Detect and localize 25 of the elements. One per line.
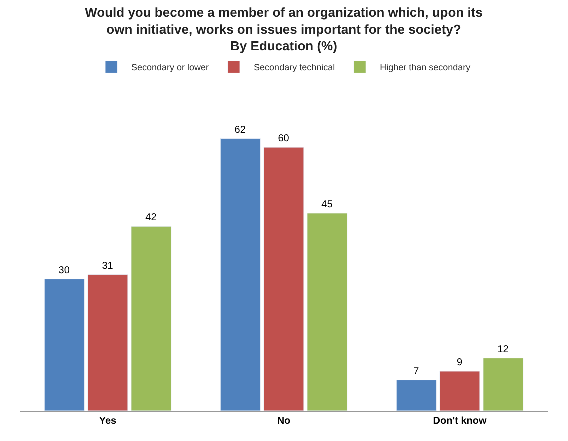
data-label: 12 (498, 344, 510, 356)
x-tick-label: Don't know (433, 416, 487, 427)
bar (440, 371, 480, 411)
data-label: 7 (414, 366, 420, 378)
bar (307, 213, 348, 411)
x-tick-label: No (277, 416, 291, 427)
bar (131, 226, 172, 411)
bar (220, 138, 261, 411)
data-label: 30 (58, 265, 70, 276)
bar (396, 380, 437, 411)
data-label: 42 (146, 212, 158, 224)
bar (44, 279, 85, 411)
legend-label: Secondary or lower (132, 62, 210, 73)
x-tick-label: Yes (99, 416, 118, 427)
bar (88, 274, 128, 411)
bar (483, 358, 524, 411)
data-label: 60 (278, 134, 290, 145)
legend-label: Higher than secondary (380, 62, 472, 73)
data-label: 62 (234, 124, 246, 136)
data-label: 31 (102, 260, 114, 272)
legend-label: Secondary technical (254, 62, 336, 73)
bar (264, 147, 304, 411)
data-label: 45 (322, 199, 334, 210)
chart-title: Would you become a member of an organization which, upon its own initiative, works on issues important for the society? By Education (%) (85, 4, 483, 54)
data-label: 9 (457, 357, 463, 368)
